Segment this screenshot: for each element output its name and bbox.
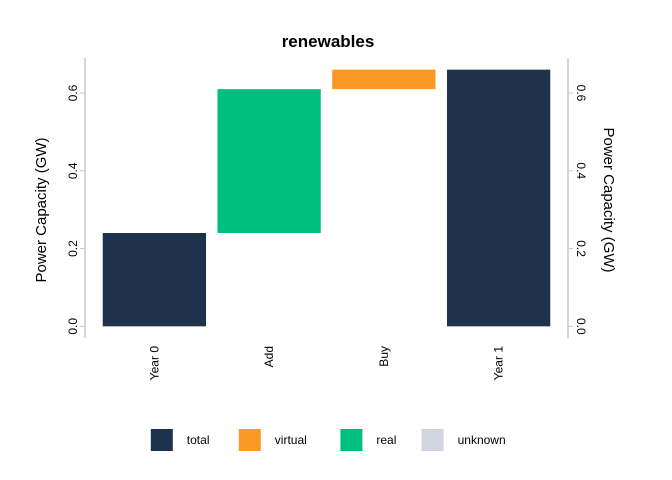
x-tick-label: Buy <box>377 346 391 367</box>
bar-year-0 <box>102 233 207 327</box>
left-axis-ticks: 0.0 0.2 0.4 0.6 <box>66 84 85 335</box>
left-tick-label: 0.6 <box>66 84 80 101</box>
legend-label-virtual: virtual <box>275 433 307 447</box>
legend-swatch-total <box>150 429 173 451</box>
bar-year-1 <box>446 69 551 327</box>
bars-group <box>102 69 551 327</box>
legend: total virtual real unknown <box>150 429 506 451</box>
legend-swatch-unknown <box>421 429 444 451</box>
legend-label-total: total <box>187 433 210 447</box>
x-tick-label: Add <box>262 346 276 367</box>
left-tick-label: 0.2 <box>66 240 80 257</box>
left-tick-label: 0.4 <box>66 162 80 179</box>
legend-label-real: real <box>376 433 396 447</box>
chart-title: renewables <box>282 32 375 51</box>
legend-swatch-real <box>340 429 363 451</box>
x-axis-labels: Year 0 Add Buy Year 1 <box>147 346 505 381</box>
right-tick-label: 0.0 <box>574 318 588 335</box>
y-axis-label-left: Power Capacity (GW) <box>33 137 50 282</box>
x-tick-label: Year 1 <box>492 346 506 381</box>
x-tick-label: Year 0 <box>147 346 161 381</box>
right-tick-label: 0.6 <box>574 85 588 102</box>
left-tick-label: 0.0 <box>66 318 80 335</box>
bar-buy <box>332 69 436 90</box>
right-tick-label: 0.4 <box>574 162 588 179</box>
y-axis-label-right: Power Capacity (GW) <box>600 127 617 272</box>
right-tick-label: 0.2 <box>574 240 588 257</box>
bar-add <box>217 89 321 233</box>
right-axis-ticks: 0.0 0.2 0.4 0.6 <box>568 85 588 335</box>
legend-label-unknown: unknown <box>458 433 506 447</box>
legend-swatch-virtual <box>238 429 261 451</box>
